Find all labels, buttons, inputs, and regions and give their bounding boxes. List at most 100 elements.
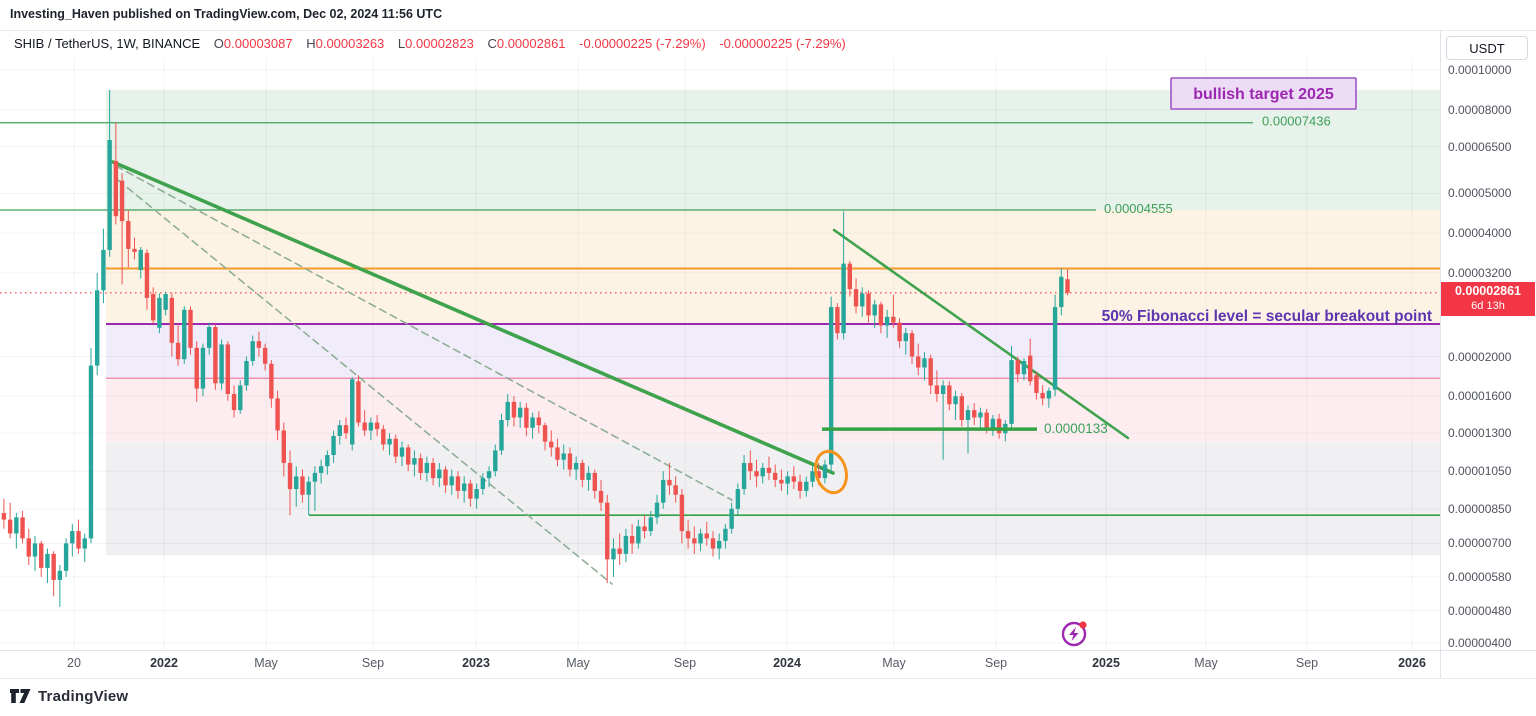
candle-body: [150, 294, 156, 321]
candle-body: [343, 425, 349, 434]
trendline[interactable]: [111, 160, 835, 475]
candle-body: [182, 309, 187, 360]
bullish-target-box[interactable]: [1170, 77, 1357, 110]
candle-body: [1028, 355, 1033, 382]
attribution-text: Investing_Haven published on TradingView…: [10, 7, 443, 21]
candle-body: [723, 528, 728, 541]
time-tick-label: Sep: [361, 656, 385, 670]
candle-body: [903, 333, 908, 342]
candle-body: [580, 462, 585, 480]
candle-body: [536, 417, 542, 426]
chart-legend[interactable]: SHIB / TetherUS, 1W, BINANCE O0.00003087…: [14, 36, 846, 51]
symbol-title[interactable]: SHIB / TetherUS, 1W, BINANCE: [14, 36, 201, 51]
candle-body: [505, 401, 510, 421]
plot-area[interactable]: 0.00007436 0.00004555 0.0000133: [0, 56, 1440, 650]
candle-body: [381, 429, 386, 445]
candle-body: [978, 412, 983, 418]
tradingview-branding[interactable]: TradingView: [10, 687, 128, 705]
candle-body: [909, 333, 915, 357]
candle-body: [1046, 390, 1052, 399]
candle-body: [654, 502, 660, 518]
last-price-value: 0.00002861: [1454, 284, 1522, 299]
candle-body: [841, 263, 846, 334]
candle-body: [648, 517, 653, 532]
open-label: O: [213, 36, 224, 51]
candle-body: [741, 462, 747, 490]
time-tick-label: 2023: [462, 656, 490, 670]
candle-body: [76, 531, 81, 549]
candle-body: [804, 481, 809, 491]
candle-body: [32, 543, 38, 557]
candle-body: [673, 485, 678, 495]
candle-body: [692, 538, 697, 544]
bar-countdown: 6d 13h: [1471, 299, 1505, 312]
fib-zone-band: [106, 378, 1440, 443]
candle-body: [231, 394, 237, 411]
candle-body: [337, 425, 342, 436]
candle-body: [325, 455, 330, 467]
candle-body: [511, 401, 517, 418]
candle-body: [437, 469, 442, 479]
price-tick-label: 0.00000400: [1448, 636, 1512, 651]
candle-body: [835, 307, 840, 334]
candle-body: [126, 221, 131, 249]
candle-body: [238, 385, 243, 411]
time-tick-label: 2025: [1092, 656, 1120, 670]
candle-body: [1034, 375, 1039, 393]
candle-body: [679, 494, 685, 532]
candle-body: [984, 412, 989, 428]
currency-toggle-button[interactable]: USDT: [1446, 36, 1528, 60]
fibonacci-note-label: 50% Fibonacci level = secular breakout p…: [1102, 308, 1432, 325]
support-price-label: 0.0000133: [1044, 421, 1108, 436]
candle-body: [1021, 361, 1027, 375]
last-price-tag: 0.00002861 6d 13h: [1441, 282, 1535, 316]
candle-body: [387, 438, 392, 445]
candle-body: [406, 447, 411, 465]
candle-body: [362, 422, 367, 431]
candle-body: [704, 533, 709, 539]
candle-body: [306, 481, 311, 495]
time-axis-border: [0, 650, 1536, 651]
trendline[interactable]: [832, 228, 1130, 440]
candle-body: [82, 538, 87, 549]
candle-body: [455, 476, 461, 491]
candle-body: [368, 422, 374, 431]
price-tick-label: 0.00003200: [1448, 265, 1512, 280]
widget-bottom-border: [0, 678, 1536, 679]
trendline-dashed[interactable]: [115, 165, 733, 501]
widget-top-border: [0, 30, 1536, 31]
price-tick-label: 0.00000580: [1448, 569, 1512, 584]
candle-body: [1, 513, 7, 520]
candle-body: [169, 297, 175, 343]
candle-body: [175, 342, 181, 360]
time-tick-label: 20: [67, 656, 81, 670]
open-value: 0.00003087: [223, 36, 293, 51]
candle-body: [70, 531, 75, 544]
breakout-circle-annotation[interactable]: [811, 448, 851, 496]
candle-body: [418, 458, 423, 473]
candle-body: [57, 570, 63, 580]
candle-body: [542, 425, 548, 442]
candle-body: [872, 304, 877, 316]
candle-body: [163, 294, 168, 310]
candle-body: [555, 447, 560, 460]
fib-zone-band: [106, 324, 1440, 379]
candle-body: [573, 462, 579, 470]
candle-body: [530, 417, 535, 428]
candle-body: [611, 548, 616, 560]
candle-body: [891, 316, 896, 323]
candle-body: [847, 263, 853, 290]
price-tick-label: 0.00008000: [1448, 102, 1512, 117]
trendline-dashed[interactable]: [117, 179, 613, 585]
candle-body: [412, 458, 417, 465]
candle-body: [480, 478, 486, 490]
candle-body: [661, 479, 666, 503]
candle-body: [617, 548, 622, 554]
change-absolute-percent: -0.00000225 (-7.29%): [579, 36, 706, 51]
price-tick-label: 0.00004000: [1448, 226, 1512, 241]
time-tick-label: May: [566, 656, 590, 670]
candle-body: [636, 526, 641, 544]
candle-body: [493, 450, 498, 472]
candle-body: [119, 180, 125, 222]
